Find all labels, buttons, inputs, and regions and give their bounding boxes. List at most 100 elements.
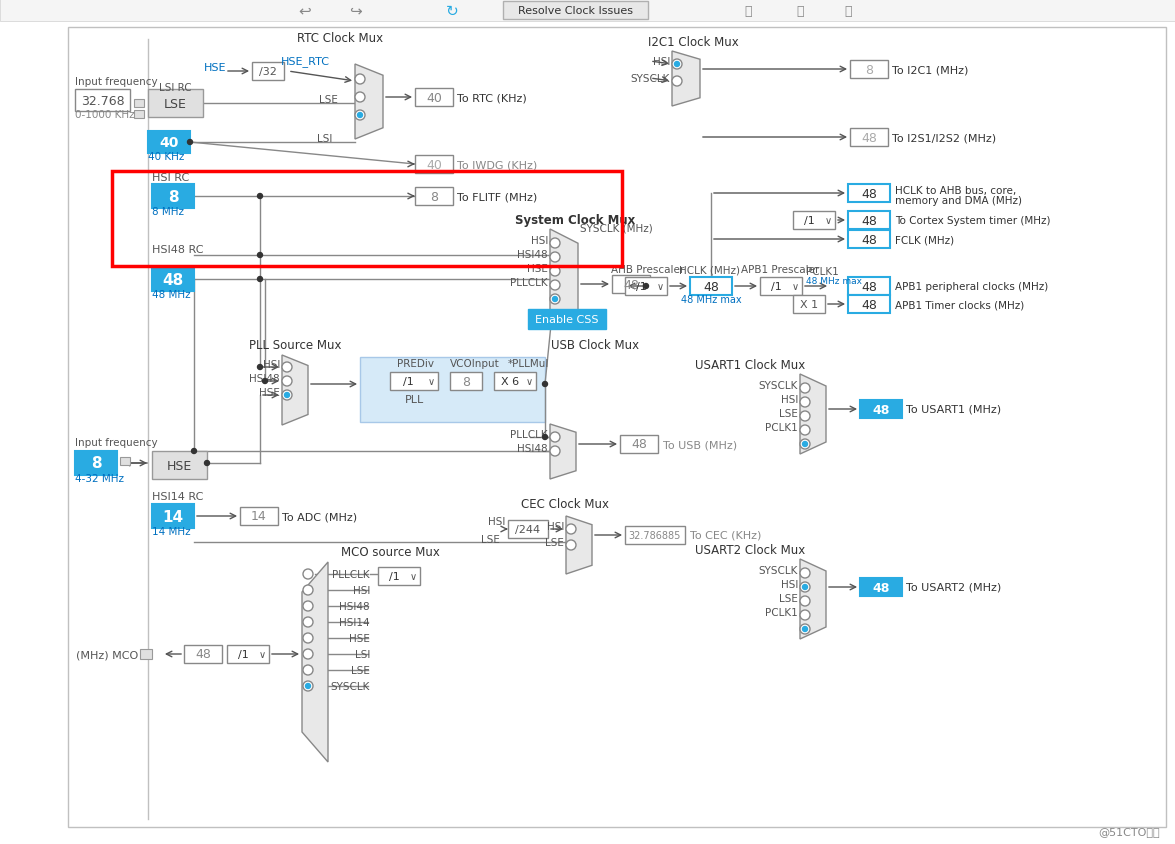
- Text: HSE: HSE: [260, 387, 280, 398]
- Circle shape: [257, 277, 262, 282]
- Bar: [848, 212, 889, 230]
- Text: LSE: LSE: [779, 593, 798, 603]
- Text: I2C1 Clock Mux: I2C1 Clock Mux: [647, 35, 739, 48]
- Text: 48: 48: [861, 132, 877, 144]
- Text: *PLLMul: *PLLMul: [508, 359, 549, 369]
- Text: HSE: HSE: [167, 459, 193, 472]
- Bar: [415, 89, 454, 107]
- Text: HCLK to AHB bus, core,: HCLK to AHB bus, core,: [895, 186, 1016, 196]
- Text: To Cortex System timer (MHz): To Cortex System timer (MHz): [895, 216, 1050, 225]
- Text: HSI14 RC: HSI14 RC: [152, 491, 203, 501]
- Text: HSI48: HSI48: [517, 443, 548, 453]
- Text: /32: /32: [258, 67, 277, 77]
- Text: HSI48 RC: HSI48 RC: [152, 245, 203, 255]
- Circle shape: [552, 297, 557, 302]
- Bar: [494, 372, 536, 391]
- Text: FCLK (MHz): FCLK (MHz): [895, 235, 954, 245]
- Text: PLLCLK: PLLCLK: [510, 278, 548, 288]
- Circle shape: [257, 365, 262, 370]
- Text: /244: /244: [516, 524, 541, 534]
- Text: Enable CSS: Enable CSS: [536, 315, 599, 325]
- Text: LSE: LSE: [165, 97, 187, 111]
- Text: 48: 48: [631, 438, 647, 451]
- Text: LSE: LSE: [545, 538, 564, 548]
- Text: To CEC (KHz): To CEC (KHz): [690, 530, 761, 540]
- Circle shape: [257, 253, 262, 258]
- Polygon shape: [566, 517, 592, 574]
- Text: LSE: LSE: [318, 95, 337, 105]
- Bar: [184, 645, 222, 663]
- Circle shape: [303, 570, 313, 579]
- Bar: [625, 278, 667, 295]
- Bar: [860, 401, 902, 419]
- Text: /1: /1: [636, 282, 646, 292]
- Text: 48 MHz max: 48 MHz max: [806, 276, 862, 285]
- Text: 14: 14: [251, 510, 267, 523]
- Circle shape: [303, 601, 313, 611]
- Bar: [390, 372, 438, 391]
- Text: Input frequency: Input frequency: [75, 77, 157, 87]
- Bar: [848, 185, 889, 203]
- Circle shape: [355, 111, 365, 121]
- Circle shape: [282, 363, 293, 372]
- Text: 4-32 MHz: 4-32 MHz: [75, 473, 125, 484]
- Circle shape: [192, 449, 196, 454]
- Bar: [148, 90, 203, 118]
- Text: X 6: X 6: [501, 376, 519, 387]
- Text: VCOInput: VCOInput: [450, 359, 499, 369]
- Bar: [848, 230, 889, 249]
- Bar: [793, 212, 835, 230]
- Bar: [848, 295, 889, 314]
- Circle shape: [674, 62, 679, 68]
- Text: ⬜: ⬜: [797, 4, 804, 18]
- Circle shape: [303, 633, 313, 643]
- Text: 48: 48: [861, 298, 877, 311]
- Text: MCO source Mux: MCO source Mux: [341, 546, 439, 559]
- Circle shape: [282, 391, 293, 401]
- Text: To RTC (KHz): To RTC (KHz): [457, 93, 526, 103]
- Text: APB1 Timer clocks (MHz): APB1 Timer clocks (MHz): [895, 300, 1025, 310]
- Text: LSE: LSE: [779, 408, 798, 419]
- Text: 40: 40: [160, 136, 179, 150]
- Text: 🔍: 🔍: [845, 4, 852, 18]
- Bar: [240, 507, 278, 525]
- Text: 32.786885: 32.786885: [629, 530, 681, 540]
- Circle shape: [357, 113, 363, 118]
- Text: Resolve Clock Issues: Resolve Clock Issues: [517, 6, 632, 16]
- Text: SYSCLK: SYSCLK: [631, 74, 670, 84]
- Text: CEC Clock Mux: CEC Clock Mux: [521, 498, 609, 511]
- Circle shape: [282, 376, 293, 387]
- Circle shape: [644, 284, 649, 289]
- Circle shape: [543, 435, 548, 440]
- Bar: [148, 132, 190, 154]
- Text: 8: 8: [168, 189, 179, 204]
- Circle shape: [800, 425, 810, 436]
- Bar: [140, 649, 152, 659]
- Bar: [850, 129, 888, 147]
- Text: memory and DMA (MHz): memory and DMA (MHz): [895, 196, 1022, 206]
- Text: 14 MHz: 14 MHz: [152, 527, 190, 537]
- Text: 0-1000 KHz: 0-1000 KHz: [75, 110, 135, 120]
- Text: To I2S1/I2S2 (MHz): To I2S1/I2S2 (MHz): [892, 133, 996, 143]
- Text: (MHz) MCO: (MHz) MCO: [75, 649, 137, 659]
- Text: System Clock Mux: System Clock Mux: [515, 214, 636, 226]
- Bar: [503, 2, 647, 20]
- Bar: [625, 527, 685, 544]
- Text: HSI: HSI: [531, 235, 548, 246]
- Circle shape: [303, 649, 313, 659]
- Circle shape: [303, 665, 313, 675]
- Text: 32.768: 32.768: [81, 95, 125, 107]
- Text: PLLCLK: PLLCLK: [510, 430, 548, 440]
- Polygon shape: [550, 230, 578, 325]
- Circle shape: [550, 267, 560, 277]
- Circle shape: [355, 93, 365, 103]
- Text: HSE: HSE: [203, 63, 227, 73]
- Circle shape: [800, 440, 810, 450]
- Text: /1: /1: [403, 376, 414, 387]
- Text: APB1 Prescaler: APB1 Prescaler: [740, 265, 819, 274]
- Circle shape: [566, 540, 576, 550]
- Text: HSE: HSE: [349, 633, 370, 643]
- Text: HSI: HSI: [488, 517, 505, 527]
- Bar: [75, 452, 118, 475]
- Text: 40: 40: [427, 91, 442, 105]
